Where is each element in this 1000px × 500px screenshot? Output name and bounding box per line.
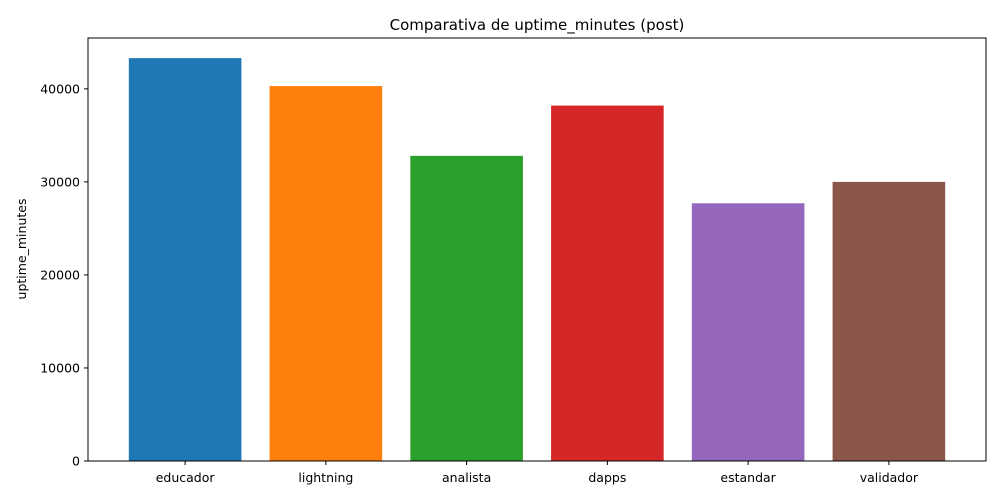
- y-tick-label: 20000: [40, 267, 80, 282]
- y-tick-label: 40000: [40, 81, 80, 96]
- x-tick-label: dapps: [588, 470, 626, 485]
- bar-analista: [410, 155, 523, 462]
- y-tick-label: 0: [72, 454, 80, 469]
- bar-validador: [832, 181, 946, 461]
- bar-estandar: [691, 203, 805, 461]
- y-axis-label: uptime_minutes: [14, 199, 29, 300]
- y-tick-label: 10000: [40, 360, 80, 375]
- x-tick-label: analista: [442, 470, 491, 485]
- x-tick-label: validador: [860, 470, 919, 485]
- bar-dapps: [551, 105, 664, 462]
- x-axis: educador lightning analista dapps estandar va…: [156, 461, 919, 485]
- plot-frame: [87, 37, 987, 462]
- x-tick-label: educador: [156, 470, 216, 485]
- y-tick-label: 30000: [40, 174, 80, 189]
- chart-title: Comparativa de uptime_minutes (post): [390, 16, 685, 35]
- y-axis: 0 10000 20000 30000 40000: [40, 81, 88, 469]
- x-tick-label: estandar: [720, 470, 776, 485]
- bar-educador: [128, 58, 242, 462]
- x-tick-label: lightning: [298, 470, 353, 485]
- bar-lightning: [269, 86, 383, 461]
- bars-group: [128, 58, 946, 462]
